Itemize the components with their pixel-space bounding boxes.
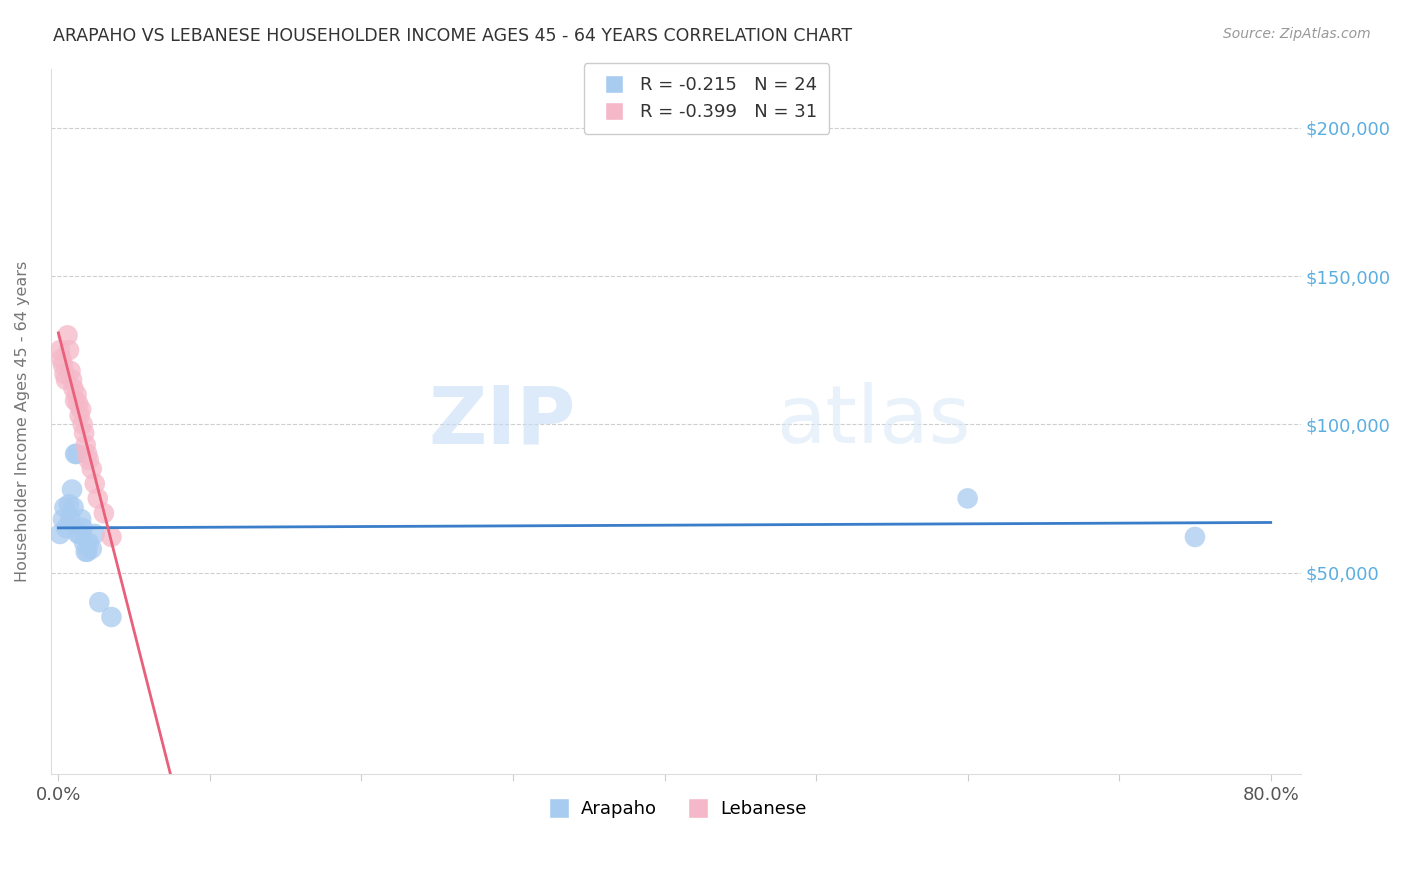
Point: [60, 373, 83, 387]
Point: [59, 364, 82, 378]
Point: [69, 527, 91, 541]
Point: [52, 512, 75, 526]
Point: [55, 521, 77, 535]
Point: [77, 536, 100, 550]
Point: [70, 402, 93, 417]
Text: ZIP: ZIP: [429, 383, 576, 460]
Point: [72, 417, 94, 432]
Point: [69, 409, 91, 423]
Point: [60, 483, 83, 497]
Text: atlas: atlas: [776, 383, 970, 460]
Point: [100, 610, 122, 624]
Point: [87, 491, 110, 506]
Point: [53, 500, 76, 515]
Point: [76, 447, 98, 461]
Point: [89, 595, 111, 609]
Point: [75, 545, 97, 559]
Point: [73, 536, 96, 550]
Point: [1184, 530, 1206, 544]
Point: [83, 476, 105, 491]
Point: [67, 396, 90, 410]
Text: Source: ZipAtlas.com: Source: ZipAtlas.com: [1223, 27, 1371, 41]
Point: [93, 506, 115, 520]
Point: [58, 497, 80, 511]
Point: [49, 343, 72, 358]
Point: [49, 527, 72, 541]
Point: [83, 527, 105, 541]
Point: [59, 512, 82, 526]
Point: [75, 438, 97, 452]
Point: [62, 500, 84, 515]
Legend: Arapaho, Lebanese: Arapaho, Lebanese: [538, 793, 814, 825]
Point: [58, 343, 80, 358]
Point: [956, 491, 979, 506]
Point: [70, 512, 93, 526]
Point: [77, 453, 100, 467]
Point: [51, 352, 73, 367]
Y-axis label: Householder Income Ages 45 - 64 years: Householder Income Ages 45 - 64 years: [15, 260, 30, 582]
Point: [63, 447, 86, 461]
Point: [80, 541, 103, 556]
Point: [52, 358, 75, 372]
Point: [76, 545, 98, 559]
Point: [65, 387, 87, 401]
Point: [63, 393, 86, 408]
Point: [100, 530, 122, 544]
Point: [55, 373, 77, 387]
Point: [56, 328, 79, 343]
Point: [62, 382, 84, 396]
Point: [53, 367, 76, 381]
Point: [65, 447, 87, 461]
Point: [67, 527, 90, 541]
Point: [72, 521, 94, 535]
Point: [80, 462, 103, 476]
Text: ARAPAHO VS LEBANESE HOUSEHOLDER INCOME AGES 45 - 64 YEARS CORRELATION CHART: ARAPAHO VS LEBANESE HOUSEHOLDER INCOME A…: [53, 27, 852, 45]
Point: [73, 426, 96, 441]
